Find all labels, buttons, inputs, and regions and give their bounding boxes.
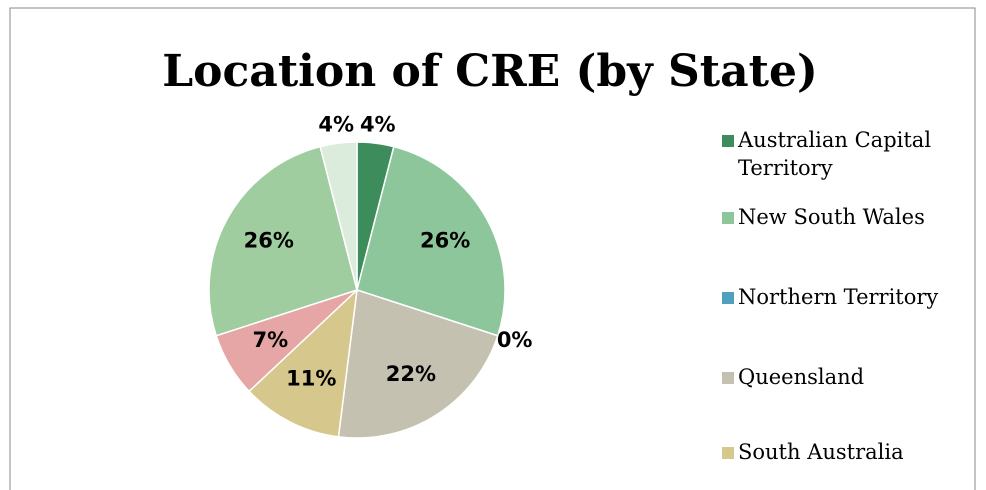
legend-entry: Australian Capital Territory bbox=[722, 126, 980, 182]
pie-slice bbox=[356, 145, 506, 337]
legend-label: Australian Capital Territory bbox=[738, 128, 932, 180]
legend-label: New South Wales bbox=[738, 205, 925, 229]
value-label: 4% bbox=[360, 113, 396, 137]
legend-entry: South Australia bbox=[722, 438, 980, 466]
value-label: 4% bbox=[318, 113, 354, 137]
pie-slice bbox=[337, 289, 499, 439]
legend-swatch bbox=[722, 292, 734, 304]
legend-label: Northern Territory bbox=[738, 285, 939, 309]
value-label: 26% bbox=[420, 229, 470, 253]
legend-swatch bbox=[722, 135, 734, 147]
legend-swatch bbox=[722, 212, 734, 224]
value-label: 22% bbox=[386, 362, 436, 386]
value-label: 11% bbox=[286, 367, 336, 391]
legend-entry: New South Wales bbox=[722, 203, 980, 231]
value-label: 26% bbox=[244, 229, 294, 253]
value-label: 0% bbox=[497, 328, 533, 352]
legend-swatch bbox=[722, 447, 734, 459]
legend-label: South Australia bbox=[738, 440, 904, 464]
pie-slice bbox=[208, 145, 358, 337]
legend-entry: Queensland bbox=[722, 363, 980, 391]
legend-entry: Northern Territory bbox=[722, 283, 980, 311]
pie-slice bbox=[319, 141, 358, 291]
legend-swatch bbox=[722, 372, 734, 384]
legend-label: Queensland bbox=[738, 365, 865, 389]
frame-border bbox=[9, 7, 976, 490]
pie-slice bbox=[248, 288, 359, 438]
value-label: 7% bbox=[253, 328, 289, 352]
chart-title: Location of CRE (by State) bbox=[162, 46, 818, 97]
